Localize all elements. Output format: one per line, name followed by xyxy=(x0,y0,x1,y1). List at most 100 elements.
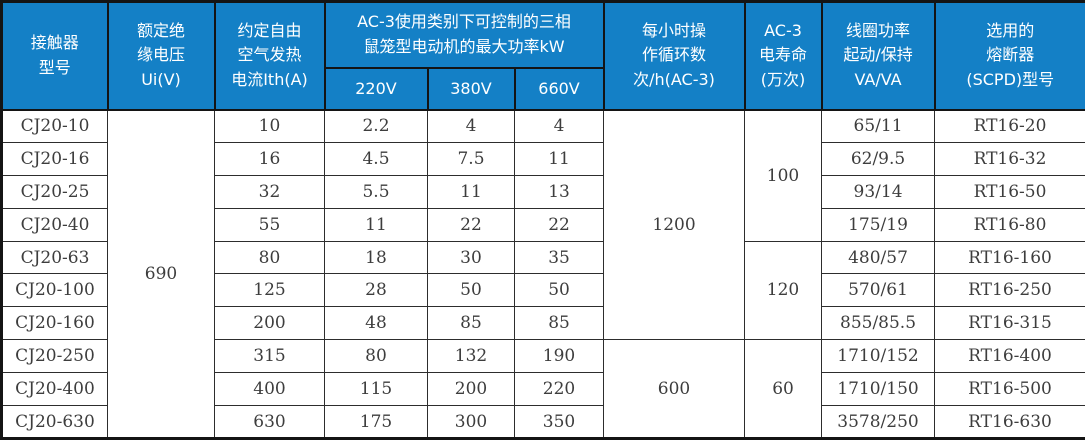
kw660-cell: 13 xyxy=(513,174,605,209)
kw380-cell: 85 xyxy=(427,306,515,341)
cycles-merged-cell-600: 600 xyxy=(603,339,746,439)
life-merged-cell-60: 60 xyxy=(744,339,823,439)
header-cycles-line3: 次/h(AC-3) xyxy=(633,70,715,90)
header-cell-kw-group: AC-3使用类别下可控制的三相 鼠笼型电动机的最大功率kW xyxy=(323,0,605,69)
kw380-cell: 300 xyxy=(427,405,515,439)
header-cell-380v: 380V xyxy=(426,66,516,111)
header-life-line1: AC-3 xyxy=(764,20,802,40)
kw220-cell: 4.5 xyxy=(324,141,428,176)
model-cell: CJ20-10 xyxy=(1,109,108,143)
header-cell-life: AC-3 电寿命 (万次) xyxy=(743,0,823,111)
model-cell: CJ20-40 xyxy=(1,207,108,242)
ith-cell: 16 xyxy=(214,141,325,176)
kw660-cell: 85 xyxy=(513,306,605,341)
kw660-cell: 190 xyxy=(513,339,605,374)
header-cell-cycles: 每小时操 作循环数 次/h(AC-3) xyxy=(602,0,746,111)
kw380-cell: 7.5 xyxy=(427,141,515,176)
header-cell-ith: 约定自由 空气发热 电流Ith(A) xyxy=(213,0,326,111)
fuse-cell: RT16-500 xyxy=(934,372,1085,407)
header-ui-line3: Ui(V) xyxy=(141,70,181,90)
fuse-cell: RT16-400 xyxy=(934,339,1085,374)
header-ith-line3: 电流Ith(A) xyxy=(231,70,308,90)
fuse-cell: RT16-80 xyxy=(934,207,1085,242)
kw660-cell: 11 xyxy=(513,141,605,176)
ith-cell: 10 xyxy=(214,109,325,143)
coil-cell: 480/57 xyxy=(821,240,936,275)
kw660-cell: 35 xyxy=(513,240,605,275)
kw220-cell: 28 xyxy=(324,273,428,308)
header-cell-fuse: 选用的 熔断器 (SCPD)型号 xyxy=(933,0,1085,111)
life-merged-cell-100: 100 xyxy=(744,109,823,242)
header-row-voltages: 220V 380V 660V xyxy=(2,66,1085,111)
coil-cell: 570/61 xyxy=(821,273,936,308)
kw220-cell: 11 xyxy=(324,207,428,242)
model-cell: CJ20-63 xyxy=(1,240,108,275)
coil-cell: 93/14 xyxy=(821,174,936,209)
kw660-cell: 220 xyxy=(513,372,605,407)
kw220-cell: 18 xyxy=(324,240,428,275)
coil-cell: 175/19 xyxy=(821,207,936,242)
header-model-line1: 接触器 xyxy=(30,32,79,52)
header-ui-line2: 缘电压 xyxy=(136,45,185,65)
kw660-cell: 22 xyxy=(513,207,605,242)
model-cell: CJ20-16 xyxy=(1,141,108,176)
model-cell: CJ20-630 xyxy=(1,405,108,439)
header-ith-line2: 空气发热 xyxy=(237,45,302,65)
kw220-cell: 5.5 xyxy=(324,174,428,209)
table-row: CJ20-25 32 5.5 11 13 93/14 RT16-50 xyxy=(1,174,1085,209)
header-cell-model: 接触器 型号 xyxy=(0,0,109,111)
kw220-cell: 80 xyxy=(324,339,428,374)
header-fuse-line1: 选用的 xyxy=(986,20,1035,40)
coil-cell: 1710/150 xyxy=(821,372,936,407)
model-cell: CJ20-100 xyxy=(1,273,108,308)
kw380-cell: 30 xyxy=(427,240,515,275)
fuse-cell: RT16-315 xyxy=(934,306,1085,341)
header-cycles-line1: 每小时操 xyxy=(642,20,707,40)
life-merged-cell-120: 120 xyxy=(744,240,823,341)
ith-cell: 80 xyxy=(214,240,325,275)
kw380-cell: 200 xyxy=(427,372,515,407)
coil-cell: 3578/250 xyxy=(821,405,936,439)
ith-cell: 32 xyxy=(214,174,325,209)
ith-cell: 630 xyxy=(214,405,325,439)
header-life-line2: 电寿命 xyxy=(759,45,808,65)
header-life-line3: (万次) xyxy=(760,70,806,90)
model-cell: CJ20-160 xyxy=(1,306,108,341)
header-kw-group-line1: AC-3使用类别下可控制的三相 xyxy=(357,11,571,31)
kw660-cell: 350 xyxy=(513,405,605,439)
fuse-cell: RT16-250 xyxy=(934,273,1085,308)
header-coil-line2: 起动/保持 xyxy=(843,45,913,65)
header-coil-line1: 线圈功率 xyxy=(846,20,911,40)
header-fuse-line2: 熔断器 xyxy=(986,45,1035,65)
kw380-cell: 4 xyxy=(427,109,515,143)
kw380-cell: 132 xyxy=(427,339,515,374)
ith-cell: 125 xyxy=(214,273,325,308)
cycles-merged-cell-1200: 1200 xyxy=(603,108,746,341)
header-fuse-line3: (SCPD)型号 xyxy=(966,70,1055,90)
table-row: CJ20-250 315 80 132 190 600 60 1710/152 … xyxy=(1,339,1085,439)
ith-cell: 200 xyxy=(214,306,325,341)
kw380-cell: 11 xyxy=(427,174,515,209)
model-cell: CJ20-250 xyxy=(1,339,108,374)
model-cell: CJ20-25 xyxy=(1,174,108,209)
fuse-cell: RT16-630 xyxy=(934,405,1085,439)
ith-cell: 315 xyxy=(214,339,325,374)
table-row: CJ20-16 16 4.5 7.5 11 62/9.5 RT16-32 xyxy=(1,141,1085,176)
header-kw-group-line2: 鼠笼型电动机的最大功率kW xyxy=(363,36,565,56)
kw380-cell: 22 xyxy=(427,207,515,242)
header-row-main: 接触器 型号 额定绝 缘电压 Ui(V) 约定自由 空气发热 电流Ith(A) … xyxy=(0,0,1085,111)
fuse-cell: RT16-20 xyxy=(934,109,1085,143)
header-cell-ui: 额定绝 缘电压 Ui(V) xyxy=(106,0,216,111)
kw660-cell: 4 xyxy=(513,109,605,143)
kw220-cell: 175 xyxy=(324,405,428,439)
header-ui-line1: 额定绝 xyxy=(136,20,185,40)
table-row: CJ20-63 80 18 30 35 120 480/57 RT16-160 xyxy=(1,240,1085,341)
header-coil-line3: VA/VA xyxy=(854,70,902,90)
fuse-cell: RT16-32 xyxy=(934,141,1085,176)
ith-cell: 400 xyxy=(214,372,325,407)
kw660-cell: 50 xyxy=(513,273,605,308)
ith-cell: 55 xyxy=(214,207,325,242)
model-cell: CJ20-400 xyxy=(1,372,108,407)
header-cell-660v: 660V xyxy=(513,66,605,111)
